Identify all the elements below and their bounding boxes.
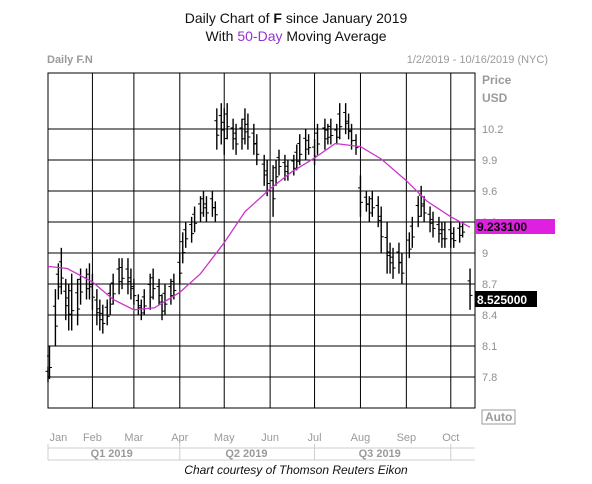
chart-title-line1: Daily Chart of F since January 2019	[0, 10, 592, 26]
title-ticker: F	[273, 10, 282, 26]
quarter-label: Q3 2019	[359, 448, 401, 460]
y-tick-label: 10.2	[482, 124, 503, 136]
subtitle-suffix: Moving Average	[282, 28, 387, 44]
plot-frame	[47, 72, 476, 409]
month-label: Jul	[308, 432, 322, 444]
chart-credit: Chart courtesy of Thomson Reuters Eikon	[184, 463, 408, 477]
y-tick-label: 8.4	[482, 310, 497, 322]
month-label: May	[214, 432, 235, 444]
quarter-label: Q1 2019	[91, 448, 133, 460]
price-axis-label: Price	[482, 73, 512, 87]
symbol-label: Daily F.N	[47, 54, 93, 66]
last-price-text: 8.525000	[477, 293, 527, 307]
month-label: Jan	[49, 432, 67, 444]
y-tick-label: 9.6	[482, 186, 497, 198]
quarter-label: Q2 2019	[225, 448, 267, 460]
subtitle-prefix: With	[205, 28, 238, 44]
last-price-badge	[475, 291, 537, 307]
y-tick-label: 8.1	[482, 341, 497, 353]
title-prefix: Daily Chart of	[184, 10, 274, 26]
date-range-label: 1/2/2019 - 10/16/2019 (NYC)	[406, 54, 548, 66]
chart-title-line2: With 50-Day Moving Average	[0, 28, 592, 44]
month-label: Jun	[261, 432, 279, 444]
unit-axis-label: USD	[482, 91, 508, 105]
auto-scale-label: Auto	[485, 410, 512, 424]
month-label: Sep	[397, 432, 417, 444]
subtitle-ma-label: 50-Day	[237, 28, 283, 44]
y-tick-label: 7.8	[482, 372, 497, 384]
y-tick-label: 9.9	[482, 155, 497, 167]
month-label: Feb	[83, 432, 102, 444]
ma-value-text: 9.233100	[477, 220, 527, 234]
moving-average-line	[47, 142, 471, 311]
month-label: Aug	[351, 432, 371, 444]
y-tick-label: 8.7	[482, 279, 497, 291]
ma-value-badge	[475, 219, 555, 234]
month-label: Apr	[171, 432, 188, 444]
y-tick-label: 9	[482, 248, 488, 260]
month-label: Oct	[442, 432, 459, 444]
month-label: Mar	[124, 432, 143, 444]
title-suffix: since January 2019	[281, 10, 408, 26]
auto-scale-box	[481, 409, 516, 425]
